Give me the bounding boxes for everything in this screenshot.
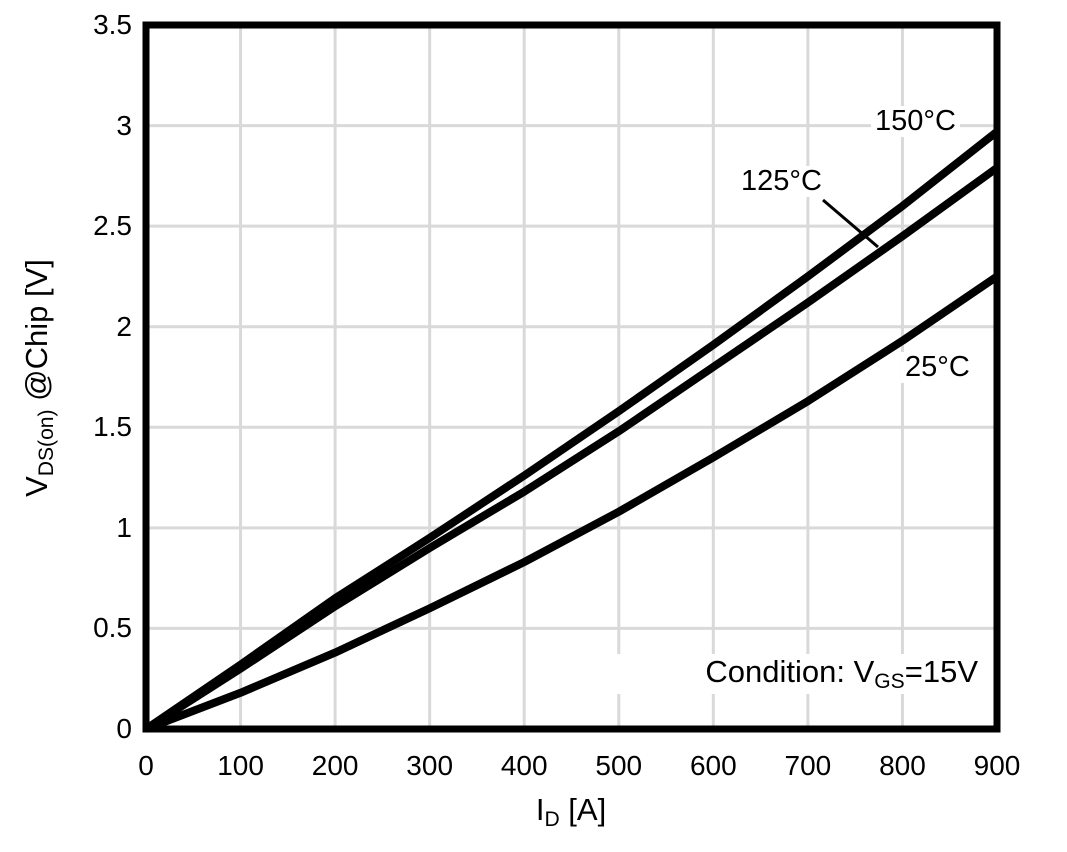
y-tick-label-0: 0 (116, 713, 132, 744)
y-tick-label-1: 1 (116, 511, 132, 543)
plot-frame (142, 21, 1001, 733)
x-tick-label-400: 400 (500, 750, 548, 781)
curve-125c (143, 164, 1000, 733)
condition-annotation: Condition: VGS=15V (600, 654, 978, 694)
x-axis-title-rest: [A] (559, 792, 607, 827)
x-tick-label-700: 700 (784, 750, 832, 781)
x-axis-title-sub: D (544, 807, 560, 831)
y-tick-label-3: 3 (116, 109, 132, 141)
x-tick-label-600: 600 (689, 750, 737, 781)
x-tick-label-200: 200 (311, 750, 359, 781)
x-tick-label-100: 100 (217, 750, 264, 781)
curve-label-25c: 25°C (901, 352, 974, 383)
leader-line-125c (822, 198, 879, 249)
y-tick-label-2.5: 2.5 (93, 210, 132, 242)
curve-label-150c: 150°C (871, 106, 960, 137)
y-axis-title-sub: DS(on) (34, 409, 58, 477)
x-tick-label-300: 300 (406, 750, 454, 781)
condition-sub: GS (874, 669, 905, 693)
curve-150c (143, 128, 1000, 733)
x-axis-title-main: I (535, 792, 545, 827)
x-axis-title: ID [A] (421, 792, 721, 832)
y-axis-title-rest: @Chip [V] (19, 259, 54, 410)
y-tick-label-0.5: 0.5 (93, 612, 132, 644)
x-tick-label-900: 900 (973, 750, 1021, 781)
curve-25c (144, 273, 1000, 733)
x-tick-label-800: 800 (879, 750, 926, 781)
y-axis-title: VDS(on) @Chip [V] (19, 178, 61, 578)
y-axis-title-main: V (19, 476, 54, 497)
condition-post: =15V (904, 654, 978, 689)
x-tick-label-0: 0 (138, 750, 154, 781)
x-tick-label-500: 500 (595, 750, 643, 781)
condition-pre: Condition: V (705, 654, 875, 689)
curve-label-125c: 125°C (737, 166, 826, 197)
y-tick-label-3.5: 3.5 (93, 9, 132, 40)
y-tick-label-2: 2 (116, 310, 132, 342)
y-tick-label-1.5: 1.5 (93, 411, 132, 443)
